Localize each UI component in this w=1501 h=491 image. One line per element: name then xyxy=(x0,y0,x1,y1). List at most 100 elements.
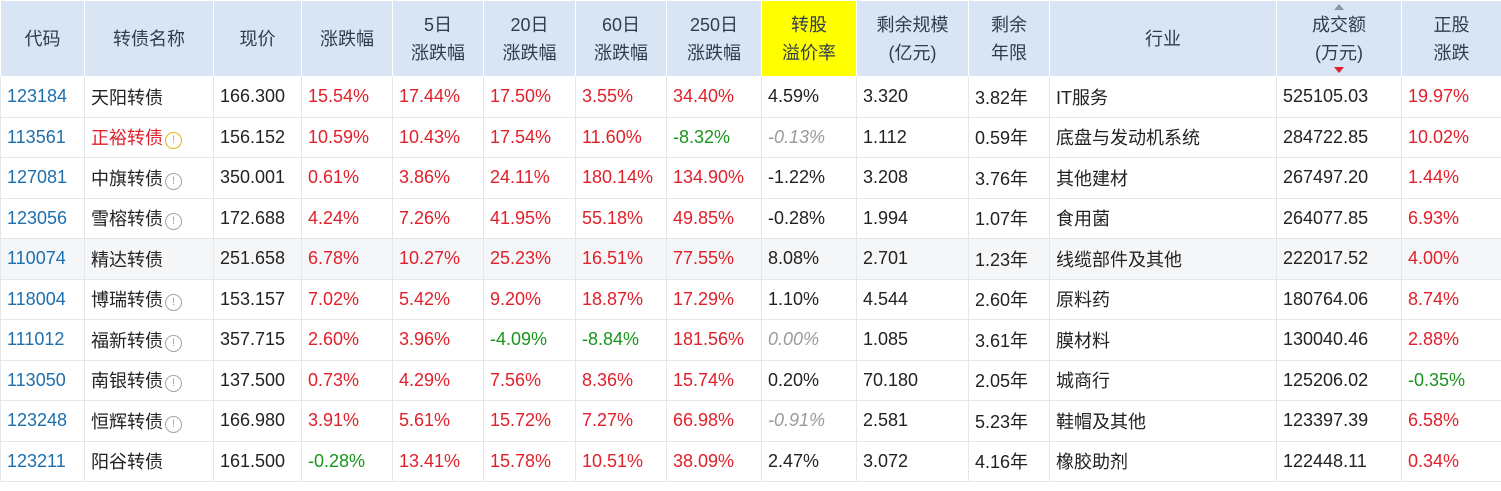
info-icon[interactable]: ! xyxy=(165,415,182,433)
name-cell[interactable]: 雪榕转债! xyxy=(84,197,214,239)
remaining-scale-text: 3.208 xyxy=(863,167,909,188)
premium-rate-text: 8.08% xyxy=(768,248,820,269)
table-row[interactable]: 111012 福新转债! 357.715 2.60% 3.96% -4.09% -8.84%… xyxy=(0,319,1501,361)
code-cell[interactable]: 113050 xyxy=(0,359,85,401)
table-row[interactable]: 123184 天阳转债 166.300 15.54% 17.44% 17.50% 3.55%… xyxy=(0,76,1501,118)
change-60d-text: 3.55% xyxy=(582,86,634,107)
premium-rate-text: -0.13% xyxy=(768,126,826,147)
change-20d-text: -4.09% xyxy=(490,329,548,350)
name-text[interactable]: 阳谷转债 xyxy=(91,452,163,473)
header-change-60d[interactable]: 60日 涨跌幅 xyxy=(575,0,667,77)
header-premium-rate[interactable]: 转股 溢价率 xyxy=(761,0,857,77)
code-cell[interactable]: 111012 xyxy=(0,319,85,361)
table-header-row: 代码 转债名称 现价 涨跌幅 5日 涨跌幅 20日 涨跌幅 60日 涨跌幅 250日 涨跌幅 转股 溢价率… xyxy=(0,0,1501,77)
industry-text: 原料药 xyxy=(1056,290,1110,311)
premium-rate-cell: 0.20% xyxy=(761,359,857,401)
code-text[interactable]: 123056 xyxy=(7,207,68,228)
code-cell[interactable]: 123211 xyxy=(0,440,85,482)
code-text[interactable]: 123211 xyxy=(7,450,66,471)
name-cell[interactable]: 阳谷转债 xyxy=(84,440,214,482)
name-text[interactable]: 中旗转债 xyxy=(91,168,163,189)
sort-ascending-icon[interactable] xyxy=(1334,4,1344,10)
info-icon[interactable]: ! xyxy=(165,172,182,190)
code-text[interactable]: 118004 xyxy=(7,288,66,309)
change-5d-cell: 4.29% xyxy=(392,359,484,401)
info-icon[interactable]: ! xyxy=(165,334,182,352)
stock-change-text: 10.02% xyxy=(1408,126,1470,147)
header-label: 转债名称 xyxy=(113,28,185,49)
name-text[interactable]: 精达转债 xyxy=(91,249,163,270)
remaining-years-cell: 5.23年 xyxy=(968,400,1050,442)
change-5d-text: 10.27% xyxy=(399,248,461,269)
code-cell[interactable]: 127081 xyxy=(0,157,85,199)
premium-rate-cell: -0.28% xyxy=(761,197,857,239)
header-turnover[interactable]: 成交额 (万元) xyxy=(1276,0,1402,77)
code-cell[interactable]: 113561 xyxy=(0,116,85,158)
header-remaining-scale[interactable]: 剩余规模 (亿元) xyxy=(856,0,969,77)
code-cell[interactable]: 118004 xyxy=(0,278,85,320)
code-text[interactable]: 123248 xyxy=(7,410,68,431)
code-text[interactable]: 111012 xyxy=(7,329,65,350)
table-row[interactable]: 123056 雪榕转债! 172.688 4.24% 7.26% 41.95% 55.18%… xyxy=(0,197,1501,239)
code-cell[interactable]: 123056 xyxy=(0,197,85,239)
name-cell[interactable]: 福新转债! xyxy=(84,319,214,361)
stock-change-cell: 2.88% xyxy=(1401,319,1501,361)
code-text[interactable]: 113050 xyxy=(7,369,66,390)
table-row[interactable]: 118004 博瑞转债! 153.157 7.02% 5.42% 9.20% 18.87% 1… xyxy=(0,278,1501,320)
info-icon[interactable]: ! xyxy=(165,213,182,231)
change-20d-text: 17.54% xyxy=(490,126,552,147)
code-text[interactable]: 123184 xyxy=(7,86,68,107)
code-text[interactable]: 113561 xyxy=(7,126,66,147)
change-text: 0.73% xyxy=(308,369,360,390)
table-row[interactable]: 123211 阳谷转债 161.500 -0.28% 13.41% 15.78% 10.51… xyxy=(0,440,1501,482)
header-change[interactable]: 涨跌幅 xyxy=(301,0,393,77)
code-text[interactable]: 127081 xyxy=(7,167,68,188)
change-60d-text: 16.51% xyxy=(582,248,644,269)
header-price[interactable]: 现价 xyxy=(213,0,302,77)
name-text[interactable]: 雪榕转债 xyxy=(91,209,163,230)
header-industry[interactable]: 行业 xyxy=(1049,0,1277,77)
header-remaining-years[interactable]: 剩余 年限 xyxy=(968,0,1050,77)
header-name[interactable]: 转债名称 xyxy=(84,0,214,77)
sort-descending-icon[interactable] xyxy=(1334,67,1344,73)
change-20d-text: 24.11% xyxy=(490,167,550,188)
name-text[interactable]: 恒辉转债 xyxy=(91,411,163,432)
table-row[interactable]: 110074 精达转债 251.658 6.78% 10.27% 25.23% 16.51%… xyxy=(0,238,1501,280)
header-stock-change[interactable]: 正股 涨跌 xyxy=(1401,0,1501,77)
code-cell[interactable]: 123248 xyxy=(0,400,85,442)
info-icon[interactable]: ! xyxy=(165,375,182,393)
name-text[interactable]: 南银转债 xyxy=(91,371,163,392)
name-cell[interactable]: 天阳转债 xyxy=(84,76,214,118)
warning-icon[interactable]: ! xyxy=(165,132,182,150)
name-text[interactable]: 天阳转债 xyxy=(91,87,163,108)
header-change-250d[interactable]: 250日 涨跌幅 xyxy=(666,0,762,77)
name-text[interactable]: 福新转债 xyxy=(91,330,163,351)
table-row[interactable]: 123248 恒辉转债! 166.980 3.91% 5.61% 15.72% 7.27% 6… xyxy=(0,400,1501,442)
change-text: 15.54% xyxy=(308,86,370,107)
header-change-20d[interactable]: 20日 涨跌幅 xyxy=(483,0,576,77)
change-60d-text: -8.84% xyxy=(582,329,640,350)
table-row[interactable]: 127081 中旗转债! 350.001 0.61% 3.86% 24.11% 180.14… xyxy=(0,157,1501,199)
code-text[interactable]: 110074 xyxy=(7,248,66,269)
change-cell: 7.02% xyxy=(301,278,393,320)
change-5d-cell: 5.42% xyxy=(392,278,484,320)
change-60d-text: 18.87% xyxy=(582,288,644,309)
code-cell[interactable]: 123184 xyxy=(0,76,85,118)
name-cell[interactable]: 恒辉转债! xyxy=(84,400,214,442)
name-text[interactable]: 正裕转债 xyxy=(91,128,163,149)
code-cell[interactable]: 110074 xyxy=(0,238,85,280)
table-row[interactable]: 113561 正裕转债! 156.152 10.59% 10.43% 17.54% 11.6… xyxy=(0,116,1501,158)
name-cell[interactable]: 正裕转债! xyxy=(84,116,214,158)
header-code[interactable]: 代码 xyxy=(0,0,85,77)
change-250d-text: 49.85% xyxy=(673,207,735,228)
header-change-5d[interactable]: 5日 涨跌幅 xyxy=(392,0,484,77)
name-cell[interactable]: 南银转债! xyxy=(84,359,214,401)
name-text[interactable]: 博瑞转债 xyxy=(91,290,163,311)
name-cell[interactable]: 精达转债 xyxy=(84,238,214,280)
name-cell[interactable]: 博瑞转债! xyxy=(84,278,214,320)
premium-rate-text: 4.59% xyxy=(768,86,820,107)
name-cell[interactable]: 中旗转债! xyxy=(84,157,214,199)
price-cell: 166.300 xyxy=(213,76,302,118)
table-row[interactable]: 113050 南银转债! 137.500 0.73% 4.29% 7.56% 8.36% 15… xyxy=(0,359,1501,401)
info-icon[interactable]: ! xyxy=(165,294,182,312)
